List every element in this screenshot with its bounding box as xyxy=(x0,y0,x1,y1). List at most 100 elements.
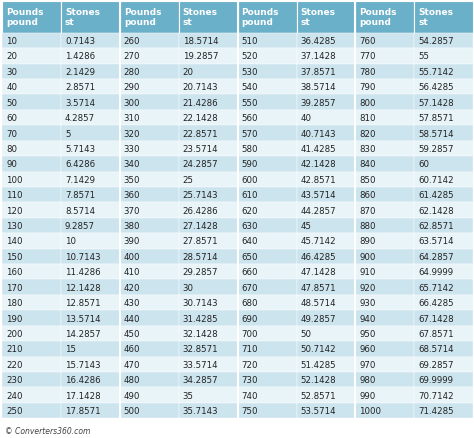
Text: 690: 690 xyxy=(241,314,258,323)
Text: 890: 890 xyxy=(359,237,375,246)
Bar xyxy=(120,249,179,265)
Bar xyxy=(414,126,473,141)
Text: 1000: 1000 xyxy=(359,406,381,415)
Bar xyxy=(2,372,61,388)
Bar xyxy=(237,172,297,187)
Text: 20: 20 xyxy=(182,68,194,77)
Bar xyxy=(356,111,414,126)
Bar xyxy=(414,2,473,34)
Bar xyxy=(414,280,473,295)
Bar xyxy=(61,111,120,126)
Text: 66.4285: 66.4285 xyxy=(418,298,454,307)
Bar xyxy=(297,141,356,157)
Text: 500: 500 xyxy=(124,406,140,415)
Bar xyxy=(61,234,120,249)
Text: 12.1428: 12.1428 xyxy=(65,283,100,292)
Bar xyxy=(179,2,237,34)
Text: 460: 460 xyxy=(124,345,140,353)
Text: 100: 100 xyxy=(6,175,23,184)
Bar xyxy=(237,141,297,157)
Text: 1.4286: 1.4286 xyxy=(65,52,95,61)
Text: 16.4286: 16.4286 xyxy=(65,375,100,384)
Bar xyxy=(356,326,414,341)
Bar xyxy=(237,126,297,141)
Bar xyxy=(179,157,237,172)
Bar xyxy=(297,357,356,372)
Bar xyxy=(2,357,61,372)
Bar xyxy=(61,311,120,326)
Text: 620: 620 xyxy=(241,206,258,215)
Text: 380: 380 xyxy=(124,222,140,230)
Bar xyxy=(356,95,414,111)
Bar xyxy=(61,265,120,280)
Bar xyxy=(237,203,297,218)
Text: 10.7143: 10.7143 xyxy=(65,252,100,261)
Bar xyxy=(356,141,414,157)
Text: 600: 600 xyxy=(241,175,258,184)
Text: 12.8571: 12.8571 xyxy=(65,298,100,307)
Bar xyxy=(297,157,356,172)
Text: 55.7142: 55.7142 xyxy=(418,68,454,77)
Text: 2.8571: 2.8571 xyxy=(65,83,95,92)
Bar xyxy=(414,64,473,80)
Text: 6.4286: 6.4286 xyxy=(65,160,95,169)
Text: 830: 830 xyxy=(359,145,376,154)
Text: 33.5714: 33.5714 xyxy=(182,360,219,369)
Bar xyxy=(120,141,179,157)
Bar xyxy=(356,357,414,372)
Text: 65.7142: 65.7142 xyxy=(418,283,454,292)
Text: 970: 970 xyxy=(359,360,375,369)
Bar xyxy=(237,372,297,388)
Text: 26.4286: 26.4286 xyxy=(182,206,219,215)
Text: 220: 220 xyxy=(6,360,23,369)
Bar xyxy=(414,326,473,341)
Bar xyxy=(414,141,473,157)
Bar xyxy=(120,403,179,418)
Text: 71.4285: 71.4285 xyxy=(418,406,454,415)
Text: 630: 630 xyxy=(241,222,258,230)
Text: 57.1428: 57.1428 xyxy=(418,99,454,107)
Text: 13.5714: 13.5714 xyxy=(65,314,100,323)
Bar xyxy=(237,403,297,418)
Bar xyxy=(356,64,414,80)
Bar xyxy=(2,218,61,234)
Bar xyxy=(120,34,179,49)
Text: Pounds
pound: Pounds pound xyxy=(241,8,279,27)
Text: 10: 10 xyxy=(65,237,76,246)
Bar xyxy=(297,203,356,218)
Text: 69.2857: 69.2857 xyxy=(418,360,454,369)
Bar xyxy=(414,111,473,126)
Bar xyxy=(237,34,297,49)
Bar xyxy=(414,372,473,388)
Bar xyxy=(120,280,179,295)
Text: 52.1428: 52.1428 xyxy=(301,375,336,384)
Text: 50: 50 xyxy=(6,99,17,107)
Bar xyxy=(356,203,414,218)
Bar xyxy=(356,311,414,326)
Bar xyxy=(414,357,473,372)
Text: © Converters360.com: © Converters360.com xyxy=(5,426,90,434)
Text: 40: 40 xyxy=(301,114,311,123)
Bar xyxy=(179,265,237,280)
Text: 69.9999: 69.9999 xyxy=(418,375,453,384)
Text: 80: 80 xyxy=(6,145,17,154)
Bar xyxy=(237,234,297,249)
Text: 920: 920 xyxy=(359,283,375,292)
Bar xyxy=(2,157,61,172)
Bar xyxy=(2,403,61,418)
Bar xyxy=(2,111,61,126)
Bar xyxy=(237,388,297,403)
Bar xyxy=(237,49,297,64)
Text: 8.5714: 8.5714 xyxy=(65,206,95,215)
Text: 660: 660 xyxy=(241,268,258,277)
Text: 38.5714: 38.5714 xyxy=(301,83,336,92)
Bar xyxy=(414,218,473,234)
Bar xyxy=(237,218,297,234)
Text: 41.4285: 41.4285 xyxy=(301,145,336,154)
Bar xyxy=(179,295,237,311)
Bar xyxy=(61,49,120,64)
Bar xyxy=(237,111,297,126)
Text: 30: 30 xyxy=(182,283,194,292)
Text: 20: 20 xyxy=(6,52,17,61)
Text: 15: 15 xyxy=(65,345,76,353)
